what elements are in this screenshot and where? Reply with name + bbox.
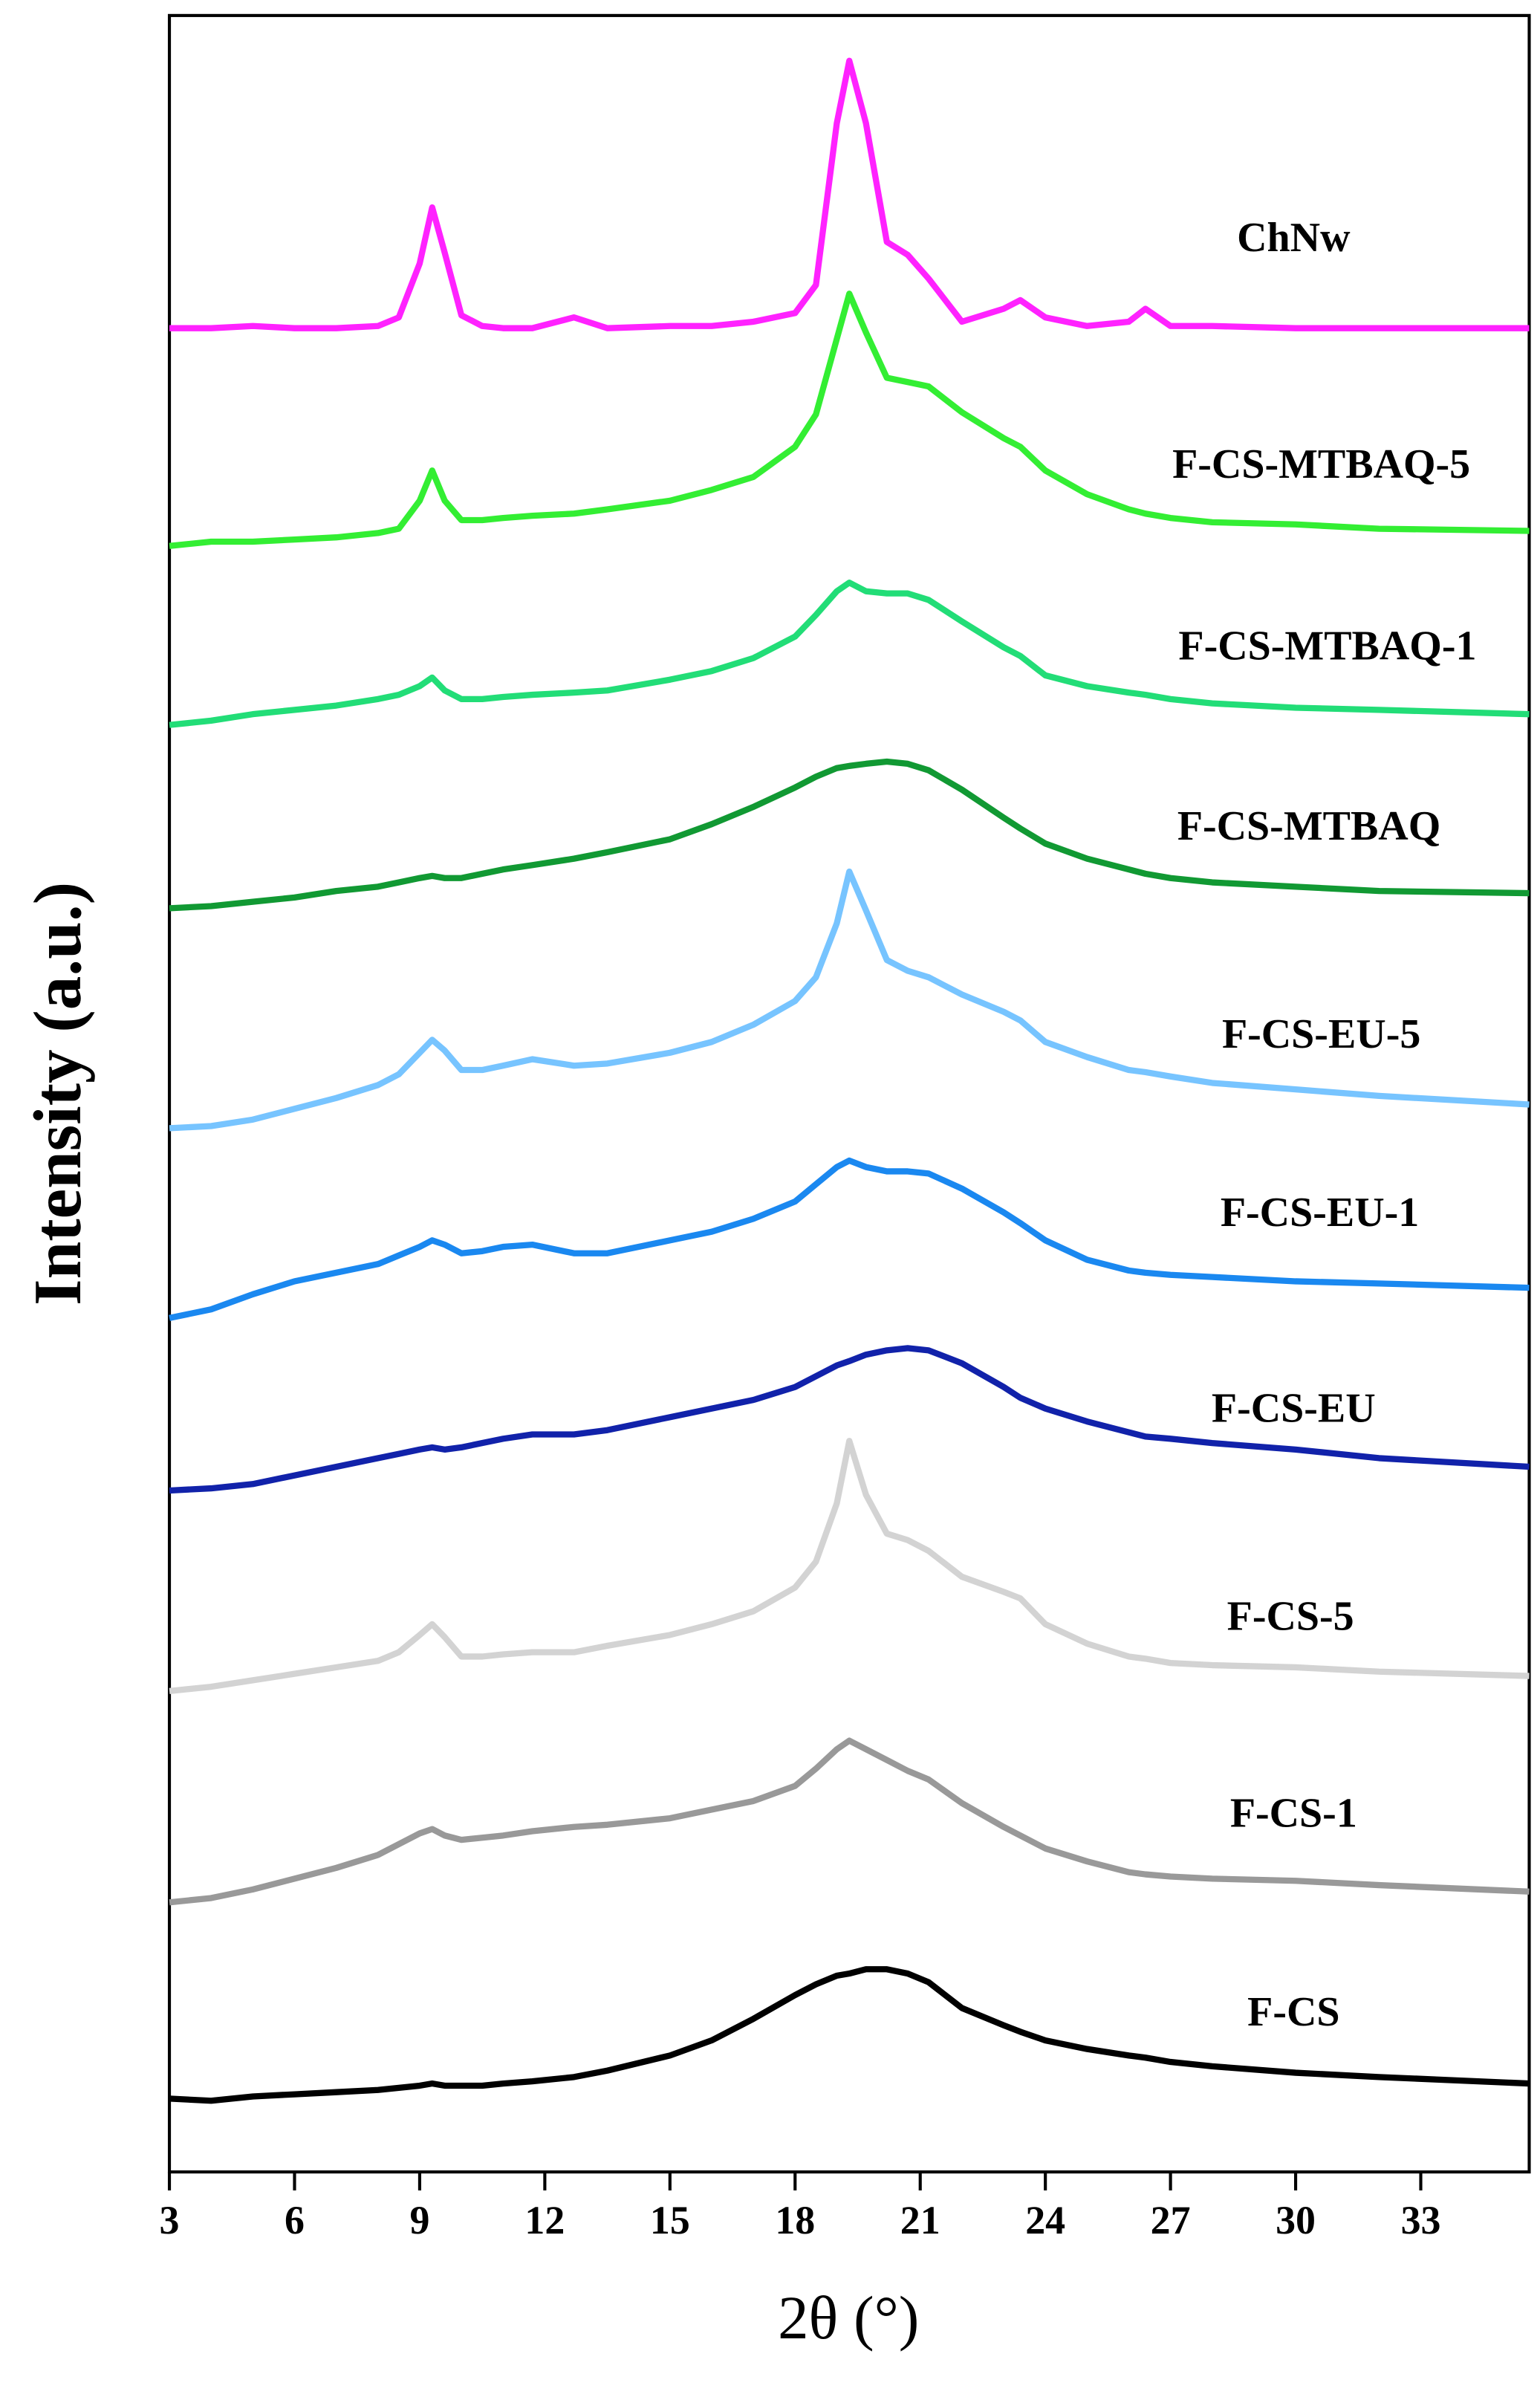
data-line bbox=[169, 868, 1530, 1132]
data-line bbox=[169, 1157, 1530, 1321]
data-line bbox=[169, 1737, 1530, 1906]
series-label: F-CS-5 bbox=[1227, 1593, 1354, 1639]
series-label: F-CS-MTBAQ-5 bbox=[1172, 441, 1470, 487]
data-line bbox=[169, 1966, 1530, 2104]
x-tick-label: 6 bbox=[285, 2198, 305, 2242]
series-label: F-CS-EU-5 bbox=[1222, 1011, 1420, 1057]
x-tick-label: 15 bbox=[650, 2198, 690, 2242]
series-label: F-CS-1 bbox=[1230, 1791, 1357, 1837]
plot-frame bbox=[167, 13, 1531, 2174]
series-label: F-CS-EU bbox=[1212, 1386, 1376, 1432]
series-label: F-CS bbox=[1247, 1989, 1339, 2035]
data-line bbox=[169, 57, 1530, 331]
x-tick-label: 30 bbox=[1276, 2198, 1316, 2242]
data-line bbox=[169, 579, 1530, 728]
data-line bbox=[169, 758, 1530, 912]
x-tick-label: 27 bbox=[1151, 2198, 1191, 2242]
data-line bbox=[169, 1345, 1530, 1494]
x-tick-label: 33 bbox=[1401, 2198, 1441, 2242]
series-label: F-CS-MTBAQ bbox=[1177, 803, 1440, 849]
x-tick-label: 3 bbox=[160, 2198, 180, 2242]
series-label: ChNw bbox=[1237, 215, 1351, 261]
x-tick-label: 18 bbox=[775, 2198, 815, 2242]
y-axis-title: Intensity (a.u.) bbox=[20, 882, 95, 1306]
x-tick-label: 21 bbox=[900, 2198, 940, 2242]
x-axis-title: 2θ (°) bbox=[778, 2283, 919, 2352]
x-tick-label: 24 bbox=[1025, 2198, 1065, 2242]
data-line bbox=[169, 1438, 1530, 1694]
x-tick-label: 12 bbox=[524, 2198, 565, 2242]
series-label: F-CS-MTBAQ-1 bbox=[1178, 623, 1476, 669]
data-line bbox=[169, 291, 1530, 549]
x-tick-label: 9 bbox=[409, 2198, 429, 2242]
series-label: F-CS-EU-1 bbox=[1221, 1190, 1419, 1236]
